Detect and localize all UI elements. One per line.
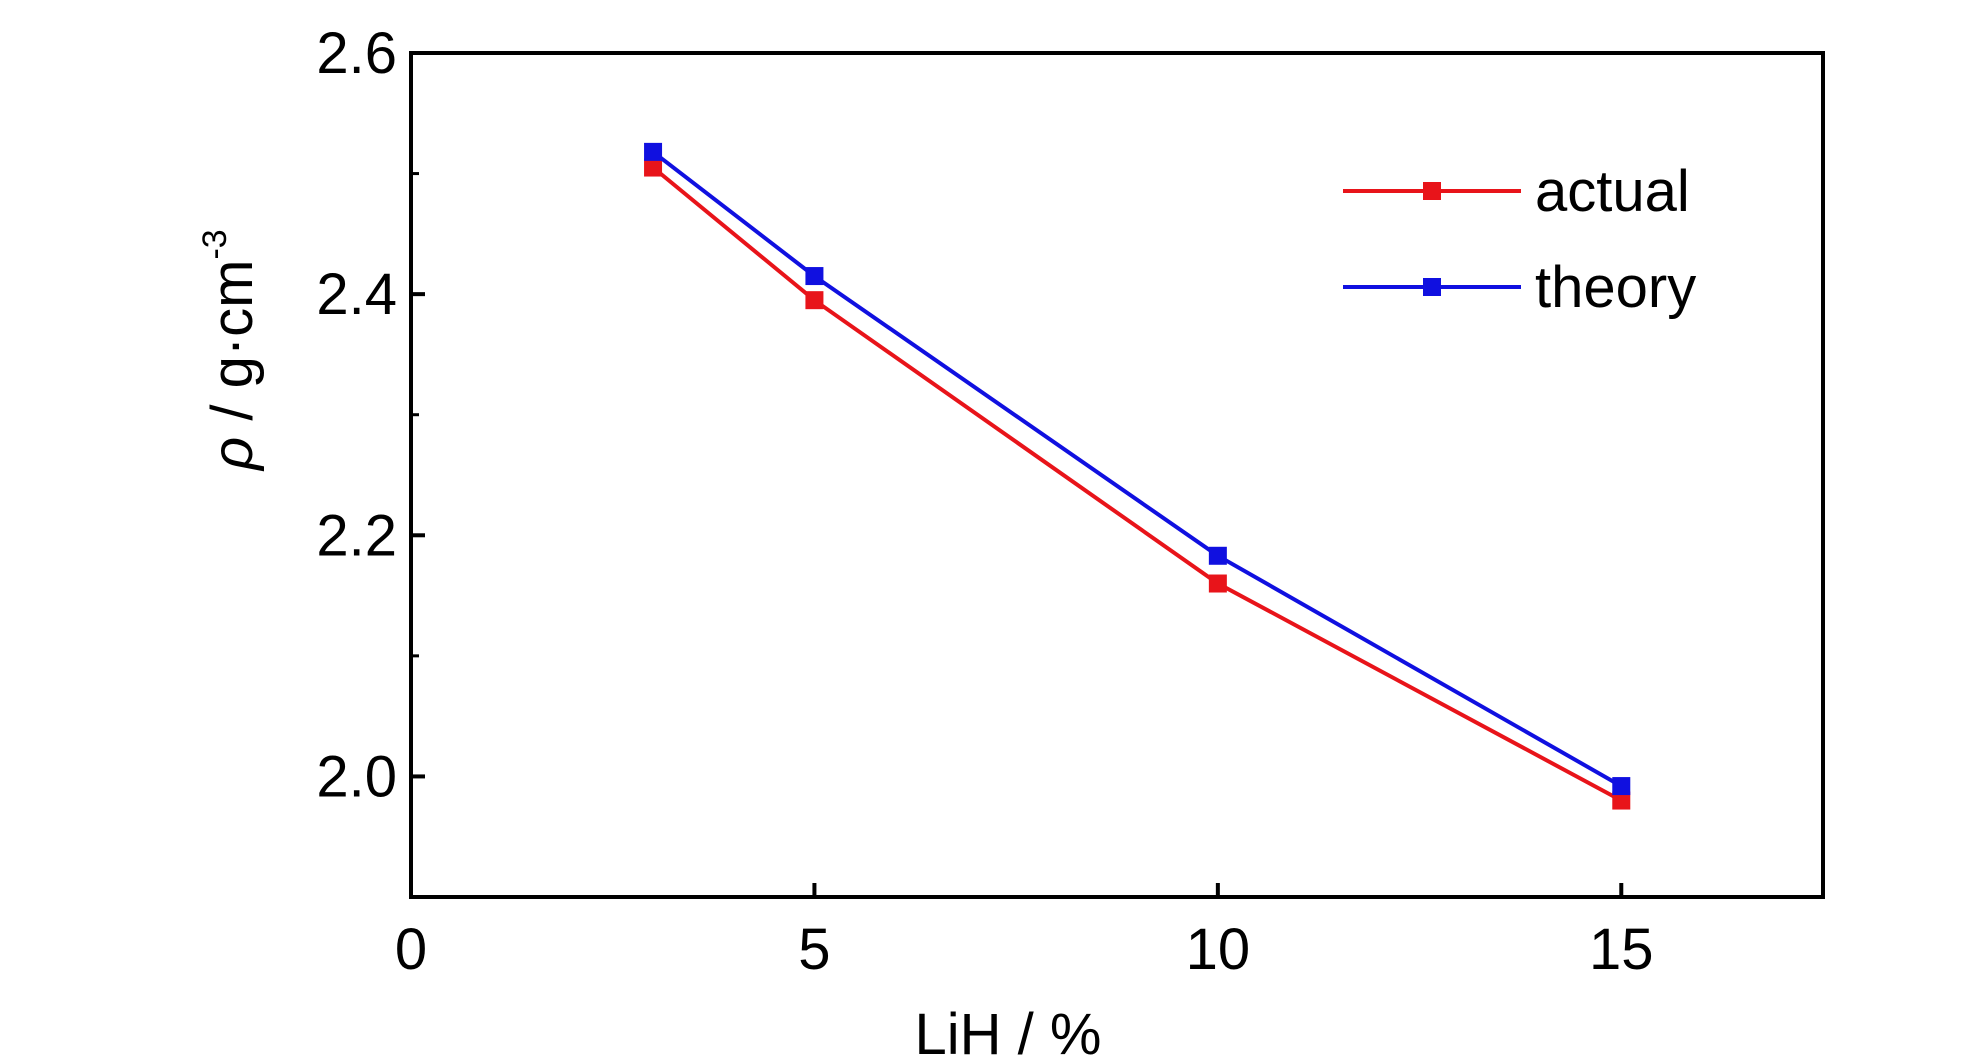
data-point-actual-2: [1208, 574, 1227, 593]
legend-marker-theory: [1423, 278, 1441, 296]
legend: actual theory: [1343, 159, 1696, 320]
y-axis-unit: / g·cm: [200, 260, 265, 437]
data-point-theory-1: [805, 267, 824, 286]
y-axis-title: ρ / g·cm-3: [196, 229, 265, 472]
data-point-theory-2: [1208, 546, 1227, 565]
legend-label-theory: theory: [1535, 255, 1696, 320]
legend-marker-actual: [1423, 182, 1441, 200]
x-axis-title: LiH / %: [915, 1002, 1102, 1063]
x-tick-label-1: 5: [798, 917, 830, 982]
axis-ticks: 0 5 10 15 2.0 2.2 2.4 2.6: [316, 21, 1653, 982]
data-point-actual-0: [644, 158, 663, 177]
y-tick-label-0: 2.0: [316, 744, 397, 809]
data-point-actual-1: [805, 291, 824, 310]
series-line-theory: [651, 150, 1623, 788]
plot-border: [409, 51, 1825, 899]
data-point-theory-0: [644, 142, 663, 161]
y-tick-label-2: 2.4: [316, 262, 397, 327]
y-axis-exponent: -3: [196, 229, 234, 259]
data-point-actual-3: [1612, 791, 1631, 810]
plot-frame: [409, 51, 1825, 899]
series-layer: [644, 142, 1631, 810]
y-axis-symbol: ρ: [200, 437, 265, 472]
x-tick-label-0: 0: [395, 917, 427, 982]
legend-label-actual: actual: [1535, 159, 1690, 224]
x-tick-label-3: 15: [1589, 917, 1654, 982]
series-line-actual: [651, 165, 1623, 803]
x-tick-label-2: 10: [1186, 917, 1251, 982]
y-tick-label-3: 2.6: [316, 21, 397, 86]
data-point-theory-3: [1612, 777, 1631, 796]
y-tick-label-1: 2.2: [316, 503, 397, 568]
